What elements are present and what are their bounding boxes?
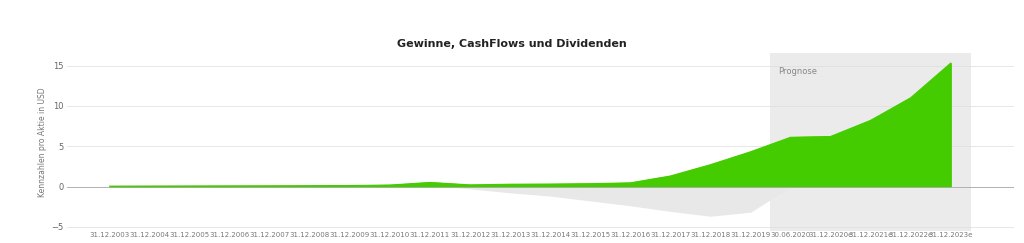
Text: Gewinn: Gewinn	[350, 65, 382, 74]
Text: Prognose: Prognose	[778, 67, 817, 76]
Text: Freier CashFlow: Freier CashFlow	[442, 65, 509, 74]
Text: Operativer CashFlow: Operativer CashFlow	[550, 65, 638, 74]
Text: Gewinne, CashFlows und Dividenden: Gewinne, CashFlows und Dividenden	[397, 39, 627, 49]
Y-axis label: Kennzahlen pro Aktie in USD: Kennzahlen pro Aktie in USD	[38, 87, 47, 197]
Text: Wachstumsanalyse für Netflix Inc: Wachstumsanalyse für Netflix Inc	[414, 9, 610, 22]
Bar	[770, 53, 971, 231]
Text: Dividende: Dividende	[668, 65, 711, 74]
